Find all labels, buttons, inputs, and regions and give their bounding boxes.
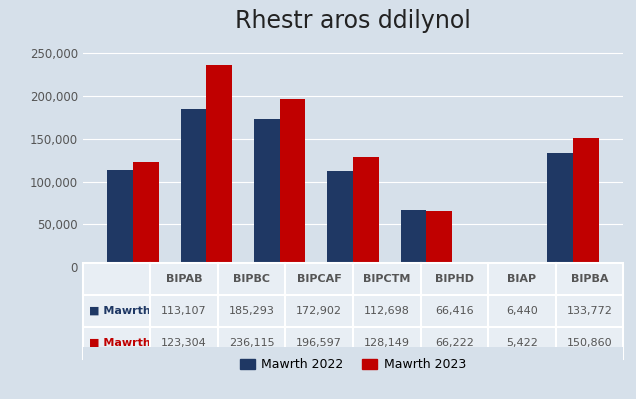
Bar <box>181 109 206 267</box>
Bar <box>206 65 232 267</box>
Bar <box>474 262 500 267</box>
Bar <box>328 171 353 267</box>
Title: Rhestr aros ddilynol: Rhestr aros ddilynol <box>235 8 471 33</box>
Legend: Mawrth 2022, Mawrth 2023: Mawrth 2022, Mawrth 2023 <box>235 354 471 377</box>
Bar <box>426 211 452 267</box>
Bar <box>548 153 573 267</box>
Bar <box>401 210 426 267</box>
Bar <box>254 119 280 267</box>
Bar <box>133 162 158 267</box>
Bar <box>573 138 598 267</box>
Bar <box>107 170 133 267</box>
Bar <box>353 158 378 267</box>
Bar <box>280 99 305 267</box>
Bar <box>500 263 525 267</box>
